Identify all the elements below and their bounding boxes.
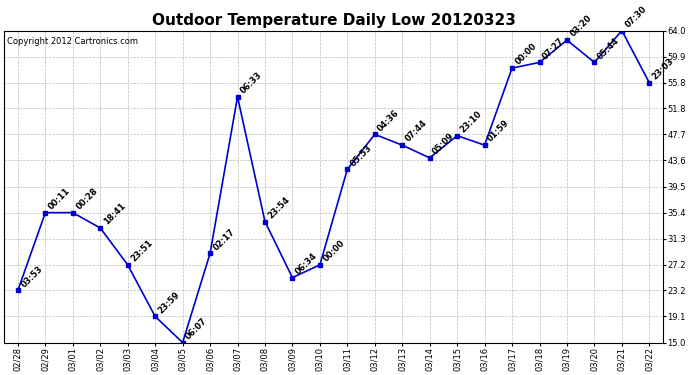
- Text: 06:33: 06:33: [239, 70, 264, 95]
- Text: 06:07: 06:07: [184, 316, 209, 341]
- Text: 00:11: 00:11: [47, 186, 72, 211]
- Text: 07:30: 07:30: [623, 4, 649, 29]
- Text: 05:09: 05:09: [431, 131, 456, 156]
- Text: 00:28: 00:28: [75, 186, 99, 211]
- Text: 00:00: 00:00: [322, 238, 346, 264]
- Text: 23:03: 23:03: [651, 56, 676, 81]
- Text: 23:10: 23:10: [459, 109, 484, 134]
- Text: 07:27: 07:27: [541, 36, 566, 61]
- Text: 23:54: 23:54: [266, 195, 292, 220]
- Text: 18:41: 18:41: [101, 201, 127, 226]
- Text: 03:53: 03:53: [19, 264, 44, 289]
- Text: 05:53: 05:53: [348, 143, 374, 168]
- Text: 01:59: 01:59: [486, 118, 511, 144]
- Text: 00:00: 00:00: [513, 42, 538, 67]
- Title: Outdoor Temperature Daily Low 20120323: Outdoor Temperature Daily Low 20120323: [152, 13, 515, 28]
- Text: 03:20: 03:20: [569, 13, 593, 39]
- Text: 07:44: 07:44: [404, 118, 428, 144]
- Text: 23:51: 23:51: [129, 238, 155, 264]
- Text: 04:36: 04:36: [376, 108, 402, 133]
- Text: Copyright 2012 Cartronics.com: Copyright 2012 Cartronics.com: [8, 37, 139, 46]
- Text: 23:59: 23:59: [157, 290, 181, 315]
- Text: 06:34: 06:34: [294, 251, 319, 276]
- Text: 02:17: 02:17: [211, 227, 237, 252]
- Text: 05:44: 05:44: [595, 36, 621, 61]
